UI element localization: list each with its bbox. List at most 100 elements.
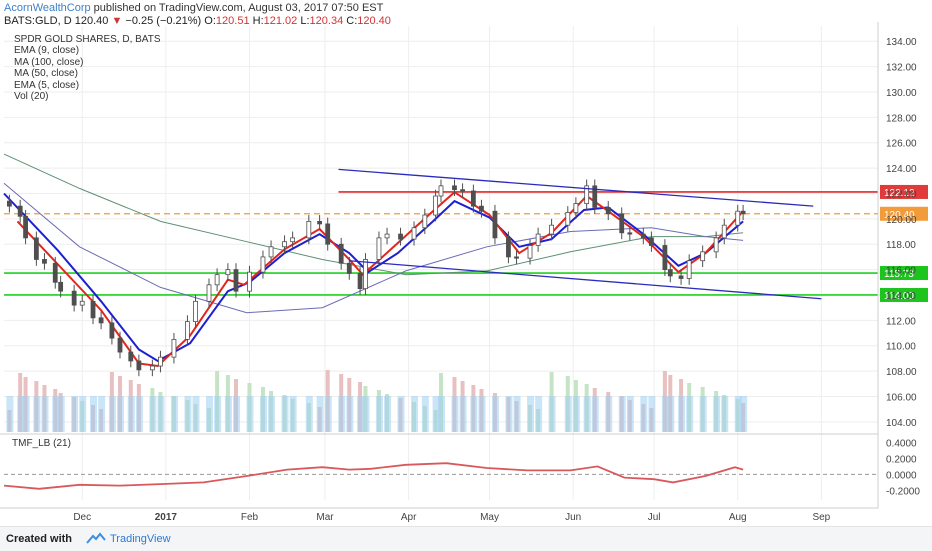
candle-body	[535, 233, 541, 246]
candle-body	[649, 237, 654, 246]
ma50-line	[3, 153, 744, 276]
candle-body	[98, 317, 104, 324]
candle-body	[346, 262, 352, 274]
candle-body	[6, 200, 12, 207]
volume-ma-area	[170, 396, 178, 432]
tmf-tick-label: 0.4000	[886, 438, 917, 449]
level-label: 115.73	[884, 269, 914, 280]
volume-pane	[6, 370, 748, 432]
candle-body	[58, 281, 64, 292]
volume-ma-area	[583, 396, 591, 432]
price-tick-label: 110.00	[886, 342, 916, 353]
time-tick-label: Jul	[648, 512, 661, 523]
candle-body	[506, 237, 511, 258]
horizontal-levels: 122.12 120.40 115.73 114.00	[4, 184, 928, 302]
candle-body	[479, 205, 484, 212]
volume-ma-area	[686, 396, 694, 432]
volume-ma-area	[438, 396, 445, 432]
low-value: 120.34	[309, 15, 344, 27]
candle-body	[640, 233, 646, 239]
volume-ma-area	[324, 396, 332, 432]
volume-ma-area	[432, 396, 440, 432]
candle-body	[79, 300, 85, 306]
candle-body	[206, 284, 212, 302]
time-tick-label: Jun	[565, 512, 581, 523]
candle-body	[325, 223, 331, 245]
volume-ma-area	[71, 396, 79, 432]
time-tick-label: Dec	[73, 512, 91, 523]
level-label-box	[880, 206, 928, 221]
legend-volume[interactable]: Vol (20)	[14, 91, 49, 103]
candle-body	[721, 224, 727, 239]
candle-body	[514, 256, 519, 259]
time-tick-label: Mar	[316, 512, 334, 523]
ohlc-line: BATS:GLD, D 120.40 ▼ −0.25 (−0.21%) O:12…	[4, 15, 391, 27]
candle-body	[214, 274, 220, 286]
time-tick-label: Feb	[241, 512, 259, 523]
legend-ma50[interactable]: MA (50, close)	[14, 68, 78, 80]
volume-ma-area	[22, 396, 30, 432]
volume-ma-area	[397, 396, 405, 432]
trendlines[interactable]	[338, 168, 822, 300]
candle-body	[225, 269, 231, 276]
volume-ma-area	[17, 396, 25, 432]
chart-canvas[interactable]: 122.12 120.40 115.73 114.00 TMF_LB (21) 0.40…	[0, 22, 932, 526]
tradingview-brand[interactable]: TradingView	[110, 533, 171, 545]
volume-ma-area	[451, 396, 459, 432]
price-tick-label: 124.00	[886, 164, 917, 175]
candle-body	[233, 269, 239, 292]
tmf-title: TMF_LB (21)	[12, 438, 71, 449]
level-label-box	[880, 184, 928, 199]
volume-ma-area	[214, 396, 222, 432]
candle-body	[363, 259, 368, 290]
candle-body	[384, 233, 390, 239]
legend-ema9[interactable]: EMA (9, close)	[14, 45, 80, 57]
legend-ema5[interactable]: EMA (5, close)	[14, 79, 80, 91]
volume-ma-area	[491, 396, 499, 432]
volume-ma-area	[505, 396, 513, 432]
candle-body	[549, 224, 554, 235]
volume-ma-area	[678, 396, 686, 432]
volume-ma-area	[41, 396, 49, 432]
axes: 134.00 132.00 130.00 128.00 126.00 124.00 122.…	[0, 22, 917, 523]
volume-ma-area	[513, 396, 521, 432]
volume-ma-area	[478, 396, 486, 432]
volume-ma-area	[259, 396, 267, 432]
candle-body	[247, 271, 252, 292]
volume-ma-area	[98, 396, 106, 432]
candlestick-series	[6, 179, 746, 377]
symbol-label[interactable]: BATS:GLD, D	[4, 15, 72, 27]
ma100-line	[3, 182, 744, 314]
legend-ma100[interactable]: MA (100, close)	[14, 56, 84, 68]
candle-body	[662, 245, 668, 270]
volume-ma-area	[734, 396, 742, 432]
candle-body	[17, 205, 23, 217]
candle-body	[282, 241, 287, 248]
price-tick-label: 108.00	[886, 367, 917, 378]
volume-ma-area	[33, 396, 41, 432]
time-tick-label: 2017	[155, 512, 178, 523]
volume-ma-area	[127, 396, 135, 432]
candle-body	[527, 245, 533, 259]
volume-ma-area	[362, 396, 370, 432]
candle-body	[735, 210, 741, 226]
volume-ma-area	[268, 396, 276, 432]
time-tick-label: Aug	[729, 512, 747, 523]
tradingview-logo-icon	[86, 532, 106, 544]
volume-ma-area	[713, 396, 721, 432]
candle-body	[171, 338, 177, 358]
volume-ma-area	[661, 396, 669, 432]
volume-ma-area	[640, 396, 648, 432]
candle-body	[398, 233, 403, 240]
volume-ma-area	[470, 396, 478, 432]
volume-ma-area	[667, 396, 675, 432]
low-label: L:	[300, 15, 310, 27]
volume-ma-area	[527, 396, 535, 432]
author-link[interactable]: AcornWealthCorp	[4, 2, 91, 14]
volume-ma-area	[192, 396, 200, 432]
candle-body	[700, 251, 706, 262]
publish-line: AcornWealthCorp published on TradingView…	[4, 2, 383, 14]
price-tick-label: 126.00	[886, 139, 917, 150]
candle-body	[306, 220, 312, 239]
time-tick-label: Sep	[812, 512, 830, 523]
